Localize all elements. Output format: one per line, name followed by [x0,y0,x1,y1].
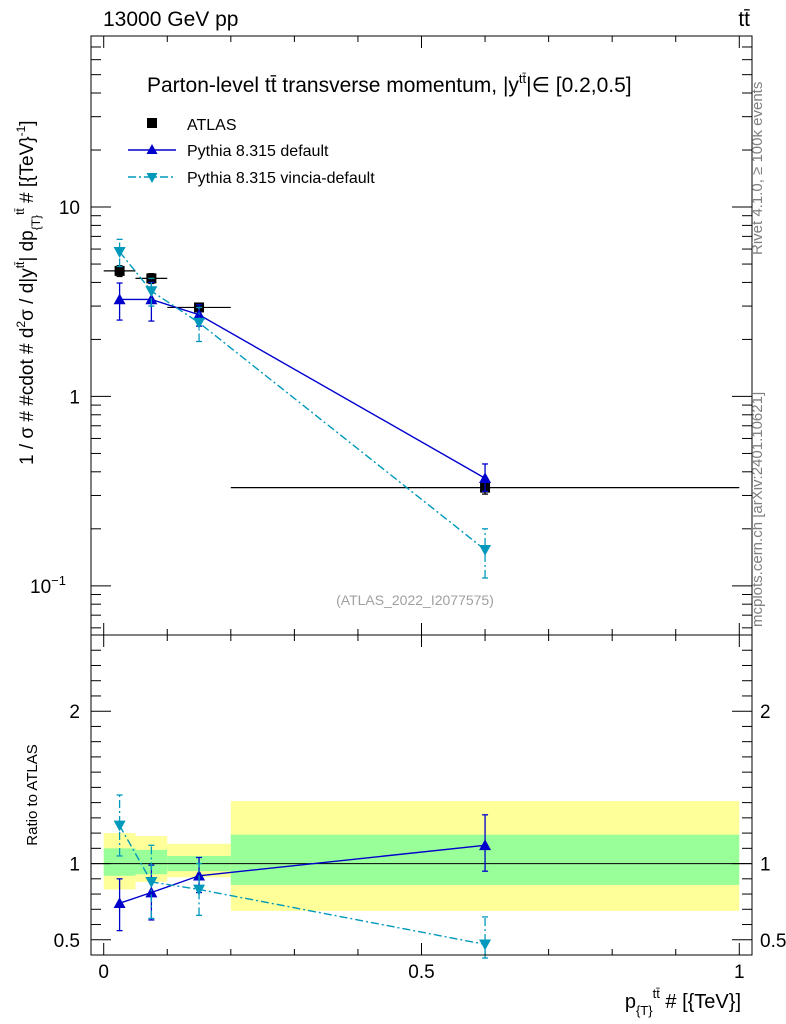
source-label: mcplots.cern.ch [arXiv:2401.10621] [749,392,766,627]
ratio-series-0-point [479,839,492,851]
ratio-uncertainty-bands [91,801,752,911]
main-series-0-point [114,265,125,276]
ratio-y-tick-label-right: 0.5 [760,931,786,952]
main-series-2-point [479,544,492,556]
ratio-series-0-point [145,886,158,898]
ratio-y-tick-label-left: 1 [69,855,80,876]
energy-label: 13000 GeV pp [103,8,238,31]
ratio-series-1-point [113,820,126,832]
ratio-y-tick-label-right: 1 [760,855,771,876]
x-tick-label: 0.5 [408,962,434,983]
process-label: tt̄ [738,8,750,31]
axes-ticks: 0 0.5 1 10 1 10−1 0.5 0.5 1 1 2 2 [30,35,786,983]
legend-label-default: Pythia 8.315 default [187,143,329,160]
ratio-panel-frame [90,634,753,956]
ratio-y-axis-label: Ratio to ATLAS [24,744,41,845]
ratio-series-0-point [193,869,206,881]
main-y-tick-label: 1 [69,387,80,408]
chart-title-sup: tt̄ [519,71,527,86]
ratio-y-tick-label-right: 2 [760,702,771,723]
ratio-series-1-point [145,877,158,888]
legend-marker-default [146,144,158,154]
chart-title-main: Parton-level tt̄ transverse momentum, |y [147,74,519,97]
ratio-series-1-point [193,884,206,896]
main-series-2-point [193,317,206,329]
main-series-2-point [113,247,126,258]
legend-marker-atlas [147,118,157,128]
legend-label-atlas: ATLAS [187,117,237,134]
x-tick-label: 0 [98,962,109,983]
main-y-axis-label: 1 / σ # #cdot # d2σ / d|ytt̄| dp{T}tt̄ #… [13,120,43,465]
chart-title-tail: |∈ [0.2,0.5] [526,74,631,97]
x-axis-label: p{T}tt̄ # [{TeV}] [625,986,741,1018]
rivet-version-label: Rivet 4.1.0, ≥ 100k events [749,82,766,255]
main-series-1-line [119,298,486,479]
legend: ATLAS Pythia 8.315 default Pythia 8.315 … [128,117,375,187]
legend-label-vincia: Pythia 8.315 vincia-default [187,170,375,187]
ratio-series-0-point [113,897,126,908]
main-series-2-line [119,251,486,551]
ratio-series-1-point [479,939,492,951]
main-y-tick-label: 10−1 [30,573,66,598]
main-series-1-point [479,472,492,484]
analysis-watermark: (ATLAS_2022_I2077575) [336,592,494,608]
ratio-series-0-line [119,844,486,904]
data-series [103,238,740,959]
main-series-1-point [113,293,126,305]
main-y-tick-label: 10 [59,198,80,219]
main-series-2-point [145,286,158,298]
chart-title: Parton-level tt̄ transverse momentum, |y… [147,71,632,97]
ratio-y-tick-label-left: 2 [69,702,80,723]
ratio-series-1-line [118,825,486,946]
ratio-y-tick-label-left: 0.5 [54,931,80,952]
legend-marker-vincia [146,173,158,183]
x-tick-label: 1 [734,962,745,983]
